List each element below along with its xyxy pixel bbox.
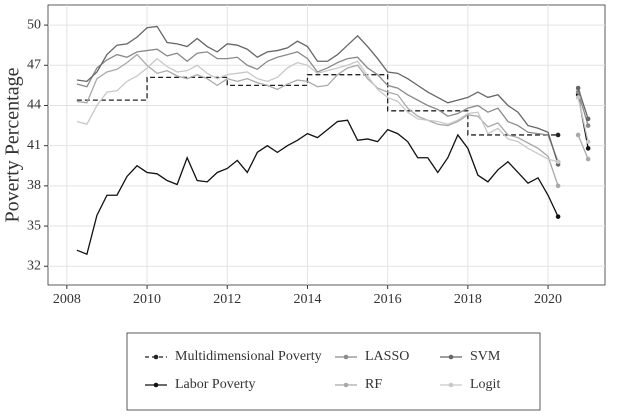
x-tick-label: 2012 <box>213 292 241 307</box>
point <box>585 123 591 128</box>
point <box>555 159 561 165</box>
y-axis-title: Poverty Percentage <box>2 67 24 222</box>
series-line <box>577 97 589 142</box>
legend-key-point <box>343 354 349 360</box>
y-tick-label: 41 <box>27 138 41 153</box>
legend-key-point <box>153 382 159 388</box>
legend-key-point <box>343 382 349 388</box>
series-line <box>577 87 589 120</box>
point <box>575 85 581 91</box>
point <box>555 214 561 219</box>
series-line <box>76 57 559 163</box>
y-tick-label: 44 <box>27 98 41 113</box>
point <box>555 183 561 189</box>
point <box>575 132 581 138</box>
x-tick-label: 2014 <box>293 292 321 307</box>
y-tick-label: 32 <box>27 258 41 273</box>
plot-panel <box>47 4 606 286</box>
x-tick-label: 2008 <box>53 292 81 307</box>
x-tick-label: 2020 <box>534 292 562 307</box>
point <box>585 139 591 144</box>
series-line <box>577 134 589 160</box>
series-line <box>76 48 559 162</box>
point <box>555 132 561 138</box>
legend-key-point <box>448 382 454 388</box>
series-line <box>76 53 559 187</box>
legend-label: LASSO <box>365 349 409 364</box>
point <box>585 146 591 151</box>
point <box>585 116 591 122</box>
y-tick-label: 50 <box>27 17 41 32</box>
legend-label: Logit <box>470 377 500 392</box>
y-tick-label: 38 <box>27 178 41 193</box>
legend-key-point <box>153 354 159 360</box>
legend-label: Multidimensional Poverty <box>175 349 322 364</box>
x-tick-label: 2010 <box>133 292 161 307</box>
series-line <box>76 25 559 165</box>
legend-label: SVM <box>470 349 501 364</box>
legend-label: RF <box>365 377 382 392</box>
legend-box <box>126 332 541 411</box>
series-line <box>76 119 559 256</box>
y-tick-label: 47 <box>27 58 41 73</box>
point <box>585 156 591 162</box>
legend-key-point <box>448 354 454 360</box>
x-tick-label: 2016 <box>374 292 402 307</box>
y-tick-label: 35 <box>27 218 41 233</box>
legend-label: Labor Poverty <box>175 377 255 392</box>
x-tick-label: 2018 <box>454 292 482 307</box>
point <box>575 95 581 100</box>
